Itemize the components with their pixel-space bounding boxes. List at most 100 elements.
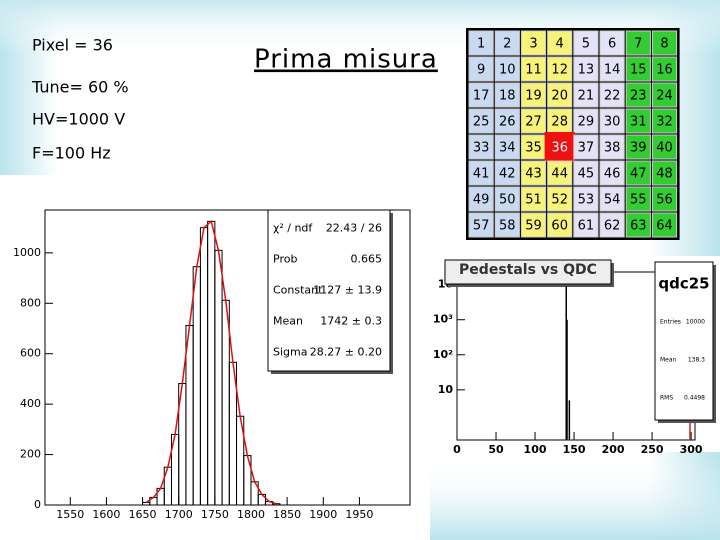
y-tick-label: 0	[34, 498, 41, 511]
cell-label: 15	[630, 63, 647, 78]
grid-cell	[520, 108, 547, 134]
grid-cell	[651, 212, 678, 238]
cell-label: 39	[630, 141, 647, 156]
stats-value: 28.27 ± 0.20	[310, 346, 382, 359]
grid-cell	[625, 160, 651, 186]
y-tick-label: 1000	[13, 246, 41, 259]
grid-cell	[547, 160, 573, 186]
cell-label: 56	[656, 193, 673, 208]
grid-cell	[651, 186, 678, 212]
cell-label: 58	[499, 219, 516, 234]
cell-label: 40	[656, 141, 673, 156]
grid-cell	[573, 30, 599, 56]
grid-cell	[651, 134, 678, 160]
grid-cell	[651, 30, 678, 56]
stats-title: qdc25	[658, 275, 709, 293]
x-tick-label: 0	[453, 443, 461, 456]
cell-label: 9	[477, 63, 485, 78]
grid-cell	[573, 186, 599, 212]
x-tick-label: 100	[524, 443, 547, 456]
grid-cell	[573, 160, 599, 186]
grid-cell	[520, 30, 547, 56]
grid-cell	[547, 56, 573, 82]
cell-label: 38	[604, 141, 621, 156]
cell-label: 64	[656, 219, 673, 234]
cell-label: 12	[551, 63, 568, 78]
grid-cell	[468, 30, 494, 56]
cell-label: 22	[604, 89, 621, 104]
x-tick-label: 1600	[92, 508, 120, 521]
cell-label: 43	[525, 167, 542, 182]
grid-cell	[520, 160, 547, 186]
x-tick-label: 1550	[56, 508, 84, 521]
grid-cell	[468, 56, 494, 82]
cell-label: 4	[556, 37, 564, 52]
grid-cell	[494, 30, 520, 56]
stats-label: Mean	[273, 315, 303, 328]
grid-cell	[494, 108, 520, 134]
grid-cell	[494, 134, 520, 160]
cell-label: 45	[578, 167, 595, 182]
y-tick-label: 10²	[433, 348, 453, 361]
grid-cell	[599, 212, 625, 238]
x-tick-label: 1850	[273, 508, 301, 521]
grid-cell	[573, 108, 599, 134]
grid-cell	[468, 212, 494, 238]
x-tick-label: 1700	[165, 508, 193, 521]
cell-label: 10	[499, 63, 516, 78]
cell-label: 48	[656, 167, 673, 182]
cell-label: 29	[578, 115, 595, 130]
stats-value: 0.4498	[684, 395, 705, 402]
cell-label: 3	[529, 37, 537, 52]
grid-cell	[651, 82, 678, 108]
grid-cell	[520, 212, 547, 238]
stats-box	[267, 209, 391, 372]
cell-label: 1	[477, 37, 485, 52]
x-tick-label: 300	[680, 443, 703, 456]
cell-label: 47	[630, 167, 647, 182]
grid-cell	[520, 186, 547, 212]
stats-label: RMS	[660, 395, 673, 402]
cell-label: 17	[473, 89, 490, 104]
grid-cell	[573, 134, 599, 160]
grid-cell	[625, 186, 651, 212]
cell-label: 52	[551, 193, 568, 208]
cell-label: 54	[604, 193, 621, 208]
stats-label: Entries	[660, 319, 681, 326]
grid-cell	[599, 134, 625, 160]
grid-cell	[520, 56, 547, 82]
cell-label: 44	[551, 167, 568, 182]
y-tick-label: 200	[20, 448, 41, 461]
grid-cell	[573, 212, 599, 238]
grid-cell	[599, 56, 625, 82]
x-tick-label: 1800	[237, 508, 265, 521]
grid-cell	[625, 212, 651, 238]
cell-label: 14	[604, 63, 621, 78]
grid-cell	[625, 30, 651, 56]
grid-cell	[599, 108, 625, 134]
grid-cell	[599, 82, 625, 108]
x-tick-label: 1650	[129, 508, 157, 521]
grid-cell	[651, 108, 678, 134]
cell-label: 18	[499, 89, 516, 104]
grid-cell	[547, 30, 573, 56]
stats-value: 1742 ± 0.3	[320, 315, 382, 328]
stats-value: 10000	[686, 319, 705, 326]
grid-cell	[651, 56, 678, 82]
grid-cell	[494, 212, 520, 238]
grid-cell	[468, 160, 494, 186]
x-tick-label: 200	[602, 443, 625, 456]
cell-label: 11	[525, 63, 542, 78]
caption: HV=1000 V	[32, 110, 125, 129]
cell-label: 33	[473, 141, 490, 156]
x-tick-label: 1900	[309, 508, 337, 521]
cell-label: 61	[578, 219, 595, 234]
x-tick-label: 50	[488, 443, 504, 456]
y-tick-label: 400	[20, 397, 41, 410]
cell-label: 36	[551, 141, 568, 156]
x-tick-label: 150	[563, 443, 586, 456]
cell-label: 60	[551, 219, 568, 234]
chart-title: Pedestals vs QDC	[459, 262, 597, 278]
cell-label: 26	[499, 115, 516, 130]
